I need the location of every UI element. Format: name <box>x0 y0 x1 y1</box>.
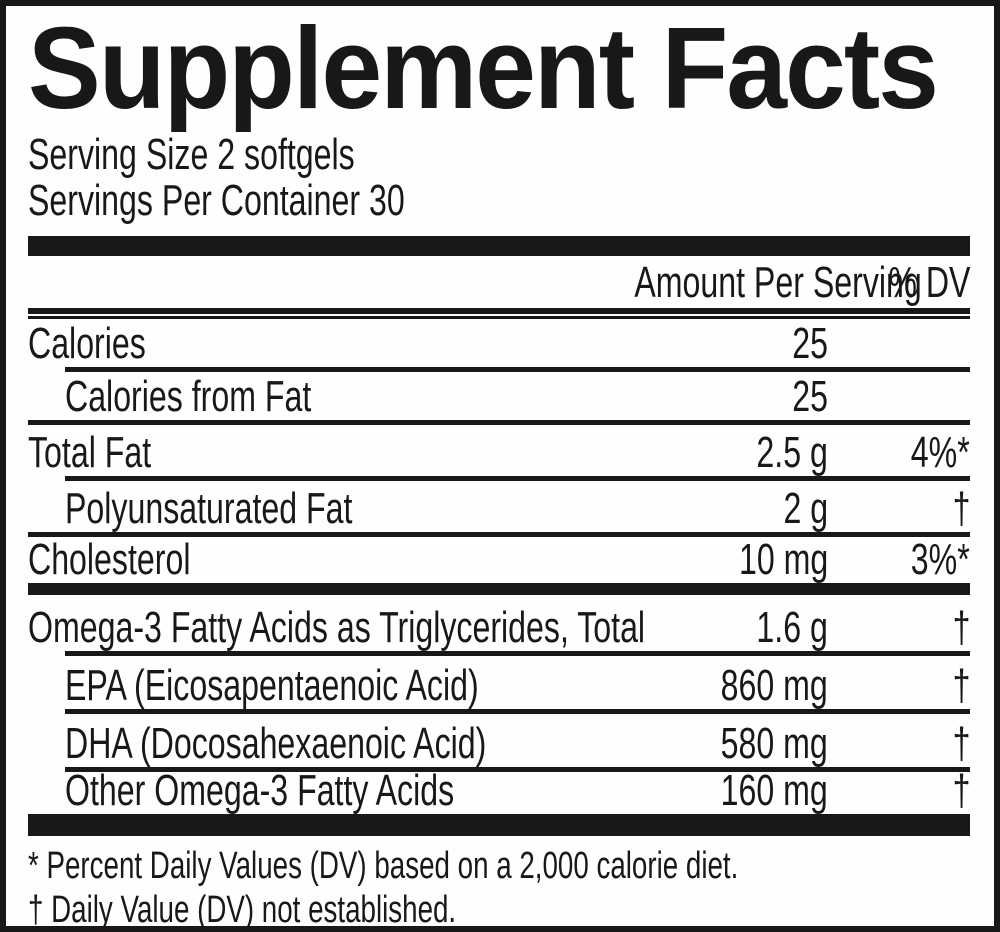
footnote-dv-basis: * Percent Daily Values (DV) based on a 2… <box>28 845 739 887</box>
nutrient-name: Total Fat <box>28 428 152 477</box>
nutrient-name: DHA (Docosahexaenoic Acid) <box>65 719 487 768</box>
nutrient-row-polyunsaturated-fat: Polyunsaturated Fat 2 g † <box>28 481 970 532</box>
nutrient-dv: 4%* <box>911 428 970 477</box>
nutrient-name: EPA (Eicosapentaenoic Acid) <box>65 661 479 710</box>
servings-per-container-text: Servings Per Container 30 <box>28 176 405 225</box>
nutrient-row-dha: DHA (Docosahexaenoic Acid) 580 mg † <box>28 714 970 767</box>
nutrient-amount: 25 <box>792 372 828 421</box>
section-bar-top <box>28 236 970 256</box>
nutrient-amount: 25 <box>792 319 828 368</box>
nutrient-dv <box>828 321 970 367</box>
nutrient-dv: † <box>952 766 970 815</box>
nutrient-amount: 1.6 g <box>756 603 828 652</box>
nutrient-dv: † <box>952 603 970 652</box>
servings-per-container-line: Servings Per Container 30 <box>28 178 970 224</box>
nutrient-row-calories-from-fat: Calories from Fat 25 <box>28 372 970 420</box>
nutrient-amount: 2 g <box>783 484 828 533</box>
nutrient-dv: 3%* <box>911 535 970 584</box>
column-header-row: Amount Per Serving % DV <box>28 256 970 308</box>
nutrient-row-calories: Calories 25 <box>28 319 970 367</box>
nutrient-row-other-omega3: Other Omega-3 Fatty Acids 160 mg † <box>28 768 970 814</box>
nutrient-amount: 860 mg <box>720 661 828 710</box>
nutrient-name: Polyunsaturated Fat <box>65 484 353 533</box>
row-divider <box>65 367 970 372</box>
supplement-facts-title-text: Supplement Facts <box>28 3 939 133</box>
double-rule-heavy <box>28 308 970 314</box>
nutrient-dv: † <box>952 719 970 768</box>
row-divider <box>65 476 970 481</box>
footnote-dv-not-established: † Daily Value (DV) not established. <box>28 889 457 931</box>
row-divider <box>28 420 970 425</box>
section-bar-bottom <box>28 814 970 836</box>
row-divider <box>65 767 970 772</box>
nutrient-row-epa: EPA (Eicosapentaenoic Acid) 860 mg † <box>28 656 970 709</box>
row-divider <box>65 651 970 656</box>
double-rule <box>28 308 970 319</box>
nutrient-name: Omega-3 Fatty Acids as Triglycerides, To… <box>28 603 646 652</box>
nutrient-amount: 2.5 g <box>756 428 828 477</box>
double-rule-light <box>28 316 970 319</box>
row-divider <box>65 709 970 714</box>
nutrient-name: Calories <box>28 319 146 368</box>
row-divider <box>28 532 970 537</box>
serving-size-text: Serving Size 2 softgels <box>28 130 355 179</box>
nutrient-amount: 160 mg <box>720 766 828 815</box>
nutrient-name: Cholesterol <box>28 535 191 584</box>
serving-size-line: Serving Size 2 softgels <box>28 132 970 178</box>
nutrient-dv: † <box>952 661 970 710</box>
nutrient-amount: 10 mg <box>738 535 828 584</box>
supplement-facts-title: Supplement Facts <box>28 3 970 133</box>
nutrient-row-total-fat: Total Fat 2.5 g 4%* <box>28 425 970 476</box>
nutrient-dv: † <box>952 484 970 533</box>
amount-per-serving-header: Amount Per Serving <box>634 258 922 307</box>
section-bar-middle <box>28 583 970 595</box>
percent-dv-header: % DV <box>887 258 970 307</box>
nutrient-amount: 580 mg <box>720 719 828 768</box>
nutrient-name: Other Omega-3 Fatty Acids <box>65 766 455 815</box>
nutrient-name: Calories from Fat <box>65 372 312 421</box>
nutrient-dv <box>828 374 970 420</box>
nutrient-row-omega3-total: Omega-3 Fatty Acids as Triglycerides, To… <box>28 595 970 651</box>
nutrient-row-cholesterol: Cholesterol 10 mg 3%* <box>28 537 970 583</box>
